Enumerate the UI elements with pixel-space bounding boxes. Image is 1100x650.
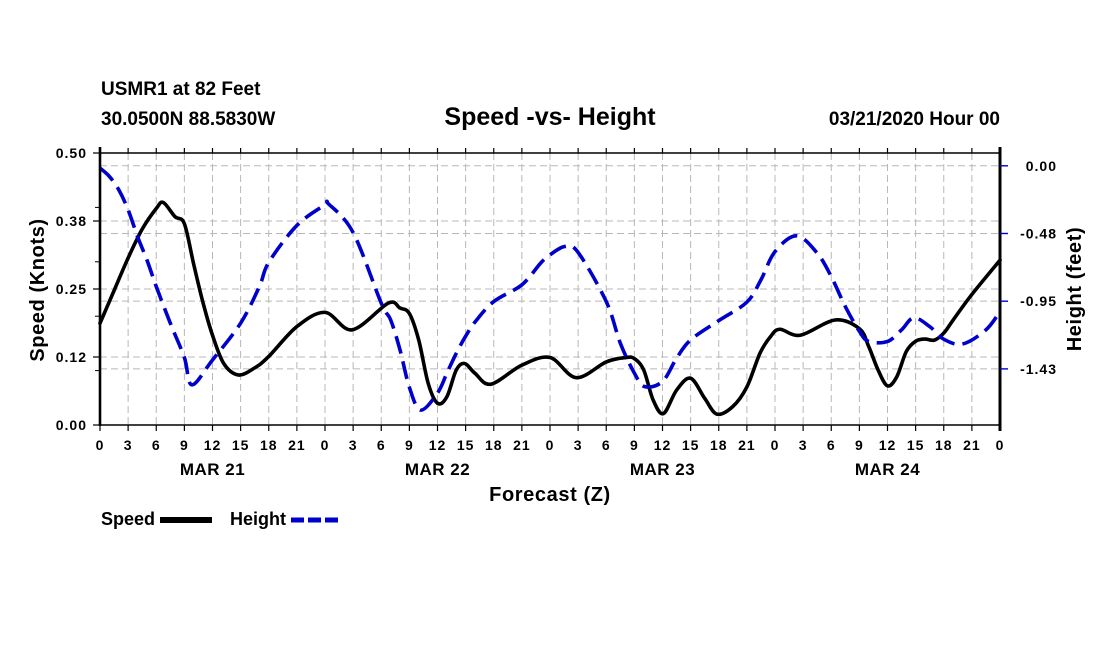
axes [93, 147, 1008, 431]
x-tick-label: 15 [232, 437, 250, 453]
legend-label-speed: Speed [101, 509, 155, 529]
y2-tick-label: -1.43 [1020, 361, 1057, 377]
x-tick-label: 12 [879, 437, 897, 453]
x-tick-label: 3 [574, 437, 583, 453]
x-tick-label: 9 [855, 437, 864, 453]
x-tick-label: 15 [907, 437, 925, 453]
x-tick-label: 0 [321, 437, 330, 453]
coordinates-label: 30.0500N 88.5830W [101, 109, 275, 130]
x-tick-label: 21 [288, 437, 306, 453]
y2-axis-title: Height (feet) [1064, 227, 1086, 351]
x-tick-label: 0 [996, 437, 1005, 453]
day-label: MAR 22 [405, 460, 470, 479]
x-tick-label: 0 [546, 437, 555, 453]
x-tick-label: 18 [710, 437, 728, 453]
x-tick-label: 9 [180, 437, 189, 453]
x-tick-label: 21 [963, 437, 981, 453]
x-tick-label: 21 [738, 437, 756, 453]
x-tick-label: 21 [513, 437, 531, 453]
y-tick-label: 0.25 [56, 281, 87, 297]
x-tick-label: 18 [485, 437, 503, 453]
y-axis-title: Speed (Knots) [27, 218, 49, 361]
station-label: USMR1 at 82 Feet [101, 79, 261, 100]
x-tick-label: 9 [405, 437, 414, 453]
x-tick-label: 18 [260, 437, 278, 453]
day-label: MAR 21 [180, 460, 245, 479]
legend-item-speed: Speed [101, 509, 212, 529]
legend-label-height: Height [230, 509, 286, 529]
y-tick-label: 0.50 [56, 145, 87, 161]
y-tick-label: 0.00 [56, 417, 87, 433]
series-layer [98, 166, 1002, 417]
run-time-label: 03/21/2020 Hour 00 [829, 109, 1000, 130]
x-tick-label: 0 [96, 437, 105, 453]
x-tick-label: 6 [152, 437, 161, 453]
x-tick-label: 6 [377, 437, 386, 453]
series-line-height [98, 166, 1002, 412]
chart-title: Speed -vs- Height [444, 103, 656, 131]
x-tick-label: 0 [771, 437, 780, 453]
x-tick-label: 12 [204, 437, 222, 453]
x-tick-label: 3 [124, 437, 133, 453]
y-tick-label: 0.12 [56, 349, 87, 365]
y2-tick-label: 0.00 [1026, 158, 1057, 174]
x-tick-label: 18 [935, 437, 953, 453]
x-tick-label: 9 [630, 437, 639, 453]
x-tick-label: 3 [799, 437, 808, 453]
y-tick-label: 0.38 [56, 213, 87, 229]
x-tick-label: 12 [429, 437, 447, 453]
legend-item-height: Height [230, 509, 342, 529]
x-tick-label: 15 [682, 437, 700, 453]
day-label: MAR 24 [855, 460, 920, 479]
day-label: MAR 23 [630, 460, 695, 479]
x-axis-title: Forecast (Z) [489, 484, 611, 506]
x-tick-label: 15 [457, 437, 475, 453]
gridlines [100, 153, 1000, 425]
y2-tick-label: -0.48 [1020, 225, 1057, 241]
x-tick-label: 3 [349, 437, 358, 453]
series-line-speed [98, 200, 1002, 417]
y2-tick-label: -0.95 [1020, 293, 1057, 309]
x-tick-label: 6 [602, 437, 611, 453]
x-tick-label: 6 [827, 437, 836, 453]
legend: Speed Height [101, 509, 342, 529]
x-tick-label: 12 [654, 437, 672, 453]
tick-labels: 0 3 6 9 12 15 18 21 0 3 6 9 12 15 18 21 0 3 6 9 12 15 18 21 0 3 6 9… [56, 145, 1057, 479]
